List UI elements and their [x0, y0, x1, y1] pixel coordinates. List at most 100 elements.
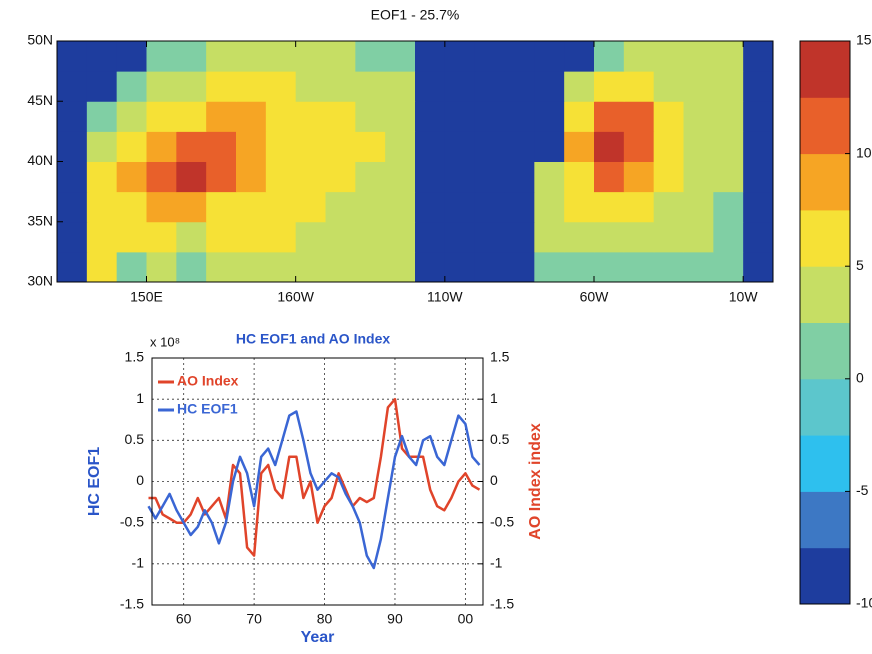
map-cell [713, 101, 744, 132]
series-line [148, 397, 481, 557]
map-cell [206, 101, 237, 132]
colorbar-frame [799, 40, 851, 605]
colorbar-band [800, 491, 850, 549]
map-cell [594, 191, 625, 223]
map-cell [564, 101, 595, 132]
map-cell [444, 71, 476, 102]
map-cell [623, 41, 655, 72]
map-cell [206, 131, 237, 162]
y-exponent: x 10⁸ [150, 334, 180, 349]
colorbar-band [800, 322, 850, 380]
map-cell [295, 251, 326, 283]
map-cell [385, 251, 416, 283]
map-cell [564, 251, 595, 283]
y-tick-label: 45N [27, 92, 53, 108]
map-cell [57, 161, 88, 193]
map-cell [683, 101, 714, 132]
x-tick-label: 80 [317, 611, 333, 627]
map-cell [265, 251, 297, 283]
map-cell [86, 131, 118, 162]
map-cell [743, 251, 774, 283]
map-cell [594, 41, 625, 72]
map-cell [57, 131, 88, 162]
y2-tick-label: 0.5 [490, 431, 510, 447]
map-cell [683, 41, 714, 72]
colorbar-band [800, 378, 850, 436]
map-cell [683, 161, 714, 193]
map-cell [116, 71, 147, 102]
map-cell [653, 101, 684, 132]
map-cell [534, 41, 565, 72]
map-cell [146, 71, 177, 102]
map-cell [57, 191, 88, 223]
y-tick-label: 0 [136, 472, 144, 488]
map-cell [206, 221, 237, 253]
map-cell [623, 251, 655, 283]
map-cell [355, 101, 386, 132]
map-cell [176, 41, 207, 72]
map-cell [653, 71, 684, 102]
map-cell [683, 131, 714, 162]
map-cell [325, 101, 356, 132]
map-cell [504, 161, 535, 193]
map-cell [683, 191, 714, 223]
map-cell [564, 221, 595, 253]
map-cell [146, 131, 177, 162]
map-cell [86, 251, 118, 283]
map-cell [236, 131, 267, 162]
map-cell [265, 101, 297, 132]
map-cell [325, 221, 356, 253]
map-cell [743, 131, 774, 162]
map-cell [534, 221, 565, 253]
y2-tick-label: -0.5 [490, 513, 514, 529]
map-cell [236, 101, 267, 132]
y-tick-label: 35N [27, 212, 53, 228]
map-cell [594, 131, 625, 162]
map-cell [594, 251, 625, 283]
x-tick-label: 90 [387, 611, 403, 627]
map-cell [355, 41, 386, 72]
map-cell [295, 161, 326, 193]
x-tick-label: 160W [277, 289, 314, 305]
map-cell [116, 101, 147, 132]
map-cell [325, 71, 356, 102]
x-tick-label: 10W [729, 289, 759, 305]
map-cell [385, 71, 416, 102]
map-cell [265, 41, 297, 72]
map-cell [176, 221, 207, 253]
map-cell [564, 191, 595, 223]
map-cell [57, 221, 88, 253]
map-cell [594, 71, 625, 102]
y-tick-label: -1 [132, 555, 145, 571]
map-cell [474, 41, 505, 72]
colorbar-band [800, 435, 850, 492]
map-cell [236, 161, 267, 193]
map-cell [57, 251, 88, 283]
map-cell [116, 131, 147, 162]
map-cell [146, 41, 177, 72]
map-cell [265, 161, 297, 193]
map-cell [86, 101, 118, 132]
map-cell [355, 191, 386, 223]
map-cell [116, 221, 147, 253]
map-cell [415, 101, 446, 132]
map-cell [504, 221, 535, 253]
map-cell [206, 71, 237, 102]
legend-label: HC EOF1 [177, 401, 238, 417]
map-cell [265, 191, 297, 223]
map-cell [146, 191, 177, 223]
map-cell [236, 191, 267, 223]
map-cell [444, 131, 476, 162]
map-cell [265, 131, 297, 162]
map-cell [683, 221, 714, 253]
map-cell [504, 251, 535, 283]
map-cell [236, 71, 267, 102]
y-tick-label: 1.5 [125, 349, 145, 365]
y2-tick-label: -1 [490, 555, 503, 571]
map-cell [713, 221, 744, 253]
map-cell [415, 191, 446, 223]
map-cell [474, 191, 505, 223]
map-cell [713, 191, 744, 223]
plot-frame [151, 357, 484, 606]
map-cell [146, 251, 177, 283]
